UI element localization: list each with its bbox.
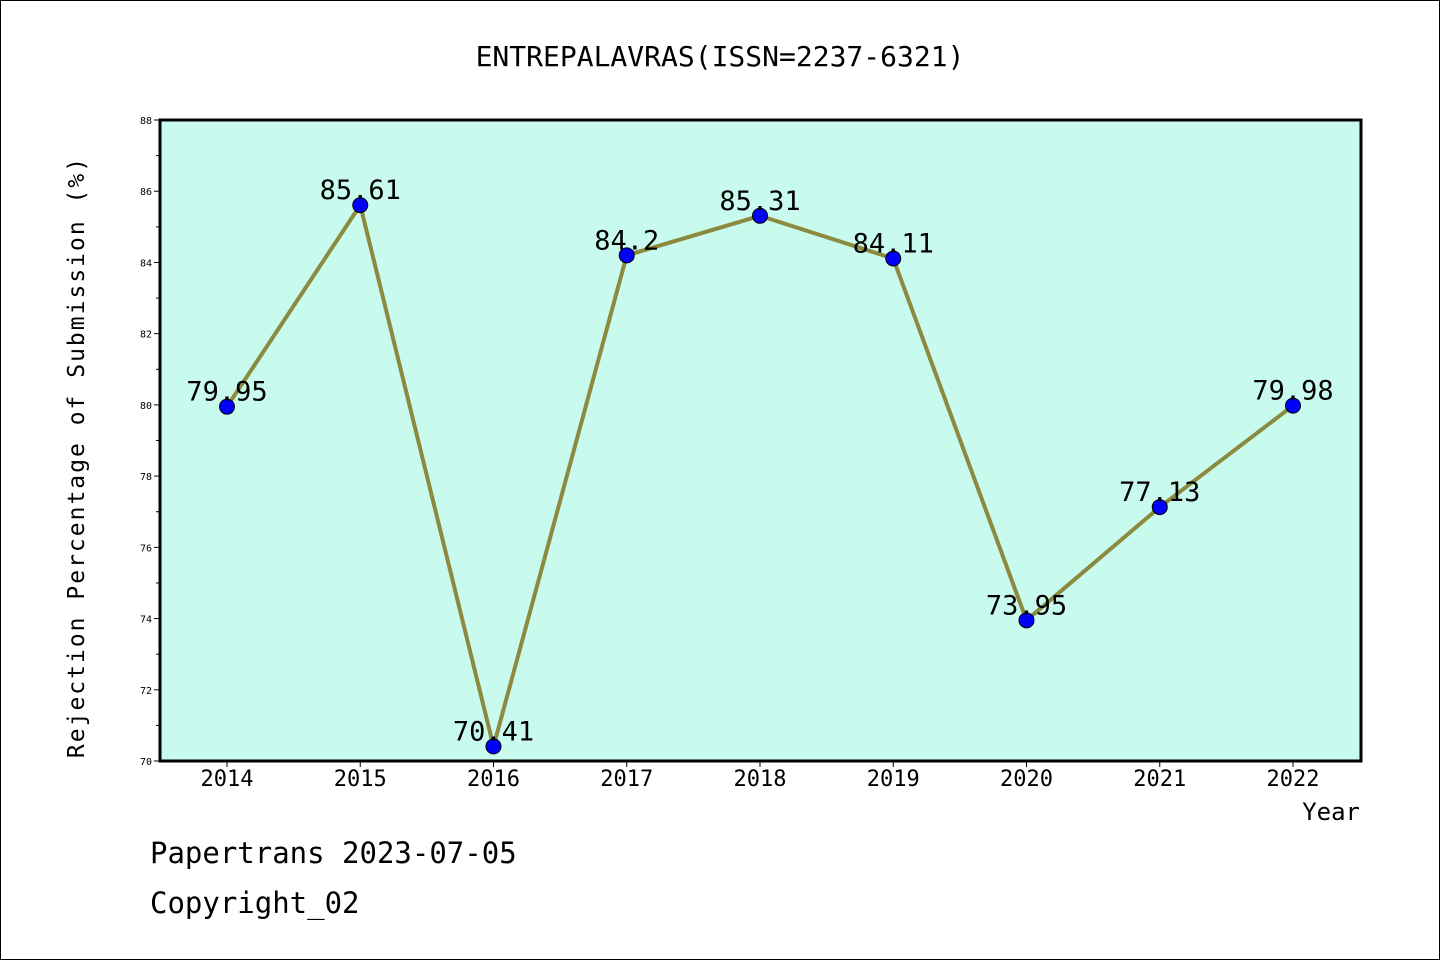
data-label: 79.95 <box>186 377 267 408</box>
data-label: 70.41 <box>453 716 534 747</box>
data-label: 85.31 <box>719 186 800 217</box>
y-tick-label: 78 <box>140 472 152 483</box>
data-point <box>485 738 502 755</box>
footer-copyright: Copyright_02 <box>150 886 360 920</box>
x-tick-label: 2016 <box>467 767 520 792</box>
x-tick-label: 2015 <box>334 767 387 792</box>
y-tick-label: 82 <box>140 330 152 341</box>
y-tick-label: 86 <box>140 187 152 198</box>
y-tick-label: 84 <box>140 258 152 269</box>
footer-source: Papertrans 2023-07-05 <box>150 836 517 870</box>
data-point <box>352 197 369 214</box>
x-tick-label: 2014 <box>201 767 254 792</box>
y-tick-label: 70 <box>140 757 152 768</box>
data-point <box>618 247 635 264</box>
data-point <box>1018 612 1035 629</box>
x-tick-label: 2018 <box>734 767 787 792</box>
data-markers <box>219 197 1301 755</box>
data-point <box>1285 397 1301 414</box>
y-axis: 70 72 74 76 78 80 82 84 86 88 <box>140 116 160 768</box>
y-tick-label: 76 <box>140 543 152 554</box>
x-tick-label: 2021 <box>1133 767 1186 792</box>
data-label: 84.2 <box>594 225 659 256</box>
x-tick-label: 2022 <box>1267 767 1320 792</box>
x-tick-label: 2020 <box>1000 767 1053 792</box>
x-axis-label: Year <box>1302 798 1360 826</box>
y-tick-label: 72 <box>140 686 152 697</box>
y-tick-label: 74 <box>140 615 152 626</box>
data-label: 85.61 <box>320 175 401 206</box>
x-tick-label: 2019 <box>867 767 920 792</box>
chart-title: ENTREPALAVRAS(ISSN=2237-6321) <box>476 40 965 73</box>
data-label: 79.98 <box>1252 376 1333 407</box>
y-tick-label: 88 <box>140 116 152 127</box>
x-axis: 2014 2015 2016 2017 2018 2019 2020 2021 2022 <box>201 761 1320 792</box>
data-labels: 79.95 85.61 70.41 84.2 85.31 84.11 73.95 77.13 7… <box>186 175 1333 747</box>
data-point <box>219 398 235 415</box>
data-point <box>1151 499 1168 516</box>
data-point <box>885 250 902 267</box>
data-label: 73.95 <box>986 590 1067 621</box>
y-tick-label: 80 <box>140 401 152 412</box>
data-point <box>752 207 768 224</box>
x-tick-label: 2017 <box>600 767 653 792</box>
data-label: 77.13 <box>1119 477 1200 508</box>
plot-area <box>158 118 1363 763</box>
data-label: 84.11 <box>853 229 934 260</box>
y-axis-label: Rejection Percentage of Submission (%) <box>64 156 90 758</box>
